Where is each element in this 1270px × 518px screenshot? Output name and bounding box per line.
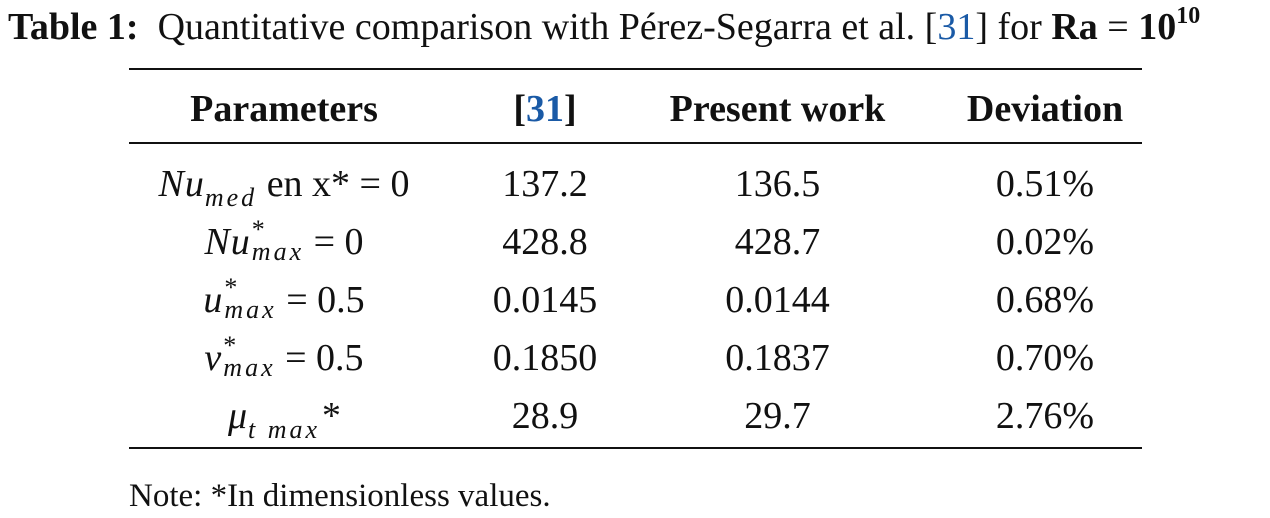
row-0-present-value: 136.5 — [734, 163, 821, 205]
caption-ra-symbol: Ra — [1051, 6, 1098, 48]
row-1-reference-value: 428.8 — [502, 221, 588, 263]
header-present-work: Present work — [669, 88, 886, 130]
row-4-symbol: μ — [227, 395, 249, 437]
caption-equals: = — [1097, 6, 1139, 48]
row-4-subscript: t max — [248, 415, 321, 444]
caption-text: Quantitative comparison with Pérez-Segar… — [157, 6, 938, 48]
table-top-rule — [129, 68, 1142, 70]
header-ref-open: [ — [513, 88, 526, 130]
row-2-superscript: * — [224, 273, 238, 302]
row-3-reference-value: 0.1850 — [492, 337, 598, 379]
row-3-symbol: v — [204, 337, 223, 379]
table-header-rule — [129, 142, 1142, 144]
row-4-reference-value: 28.9 — [511, 395, 579, 437]
table-note: Note: *In dimensionless values. — [129, 478, 551, 514]
header-citation-link[interactable]: 31 — [526, 88, 564, 130]
table-bottom-rule — [129, 447, 1142, 449]
caption-base: 10 — [1138, 6, 1177, 48]
caption-text-after: ] for — [975, 6, 1052, 48]
row-3-subscript: max — [223, 353, 276, 382]
row-1-suffix: = 0 — [304, 221, 364, 263]
caption-label: Table 1: — [8, 6, 139, 48]
row-4-parameter: μt max* — [129, 391, 439, 444]
row-1-parameter: Nu * max = 0 — [129, 217, 439, 267]
row-1-superscript: * — [251, 215, 265, 244]
row-4-present-value: 29.7 — [744, 395, 811, 437]
row-0-deviation: 0.51% — [995, 163, 1095, 205]
row-2-suffix: = 0.5 — [276, 279, 365, 321]
row-3-present-value: 0.1837 — [725, 337, 830, 379]
row-1-present-value: 428.7 — [734, 221, 821, 263]
header-deviation: Deviation — [966, 88, 1124, 130]
row-3-deviation: 0.70% — [995, 337, 1095, 379]
caption-exponent: 10 — [1176, 3, 1201, 29]
row-2-symbol: u — [203, 279, 224, 321]
caption-citation-link[interactable]: 31 — [937, 6, 976, 48]
row-0-suffix: en x* = 0 — [257, 163, 410, 205]
header-reference: [31] — [460, 84, 630, 134]
row-2-parameter: u * max = 0.5 — [129, 275, 439, 325]
row-2-subscript: max — [224, 295, 277, 324]
row-1-deviation: 0.02% — [995, 221, 1095, 263]
row-0-symbol: Nu — [158, 163, 205, 205]
row-0-parameter: Numed en x* = 0 — [129, 159, 439, 212]
row-0-subscript: med — [204, 183, 258, 212]
table-caption: Table 1: Quantitative comparison with Pé… — [8, 2, 1268, 52]
row-3-parameter: v * max = 0.5 — [129, 333, 439, 383]
row-4-deviation: 2.76% — [995, 395, 1095, 437]
row-1-subscript: max — [251, 237, 305, 266]
header-parameters: Parameters — [190, 88, 378, 130]
row-4-suffix: * — [320, 395, 341, 437]
row-1-symbol: Nu — [204, 221, 251, 263]
row-2-reference-value: 0.0145 — [492, 279, 598, 321]
row-3-suffix: = 0.5 — [275, 337, 364, 379]
header-ref-close: ] — [564, 88, 577, 130]
row-3-superscript: * — [223, 331, 237, 360]
row-0-reference-value: 137.2 — [502, 163, 588, 205]
row-2-present-value: 0.0144 — [725, 279, 830, 321]
row-2-deviation: 0.68% — [995, 279, 1095, 321]
